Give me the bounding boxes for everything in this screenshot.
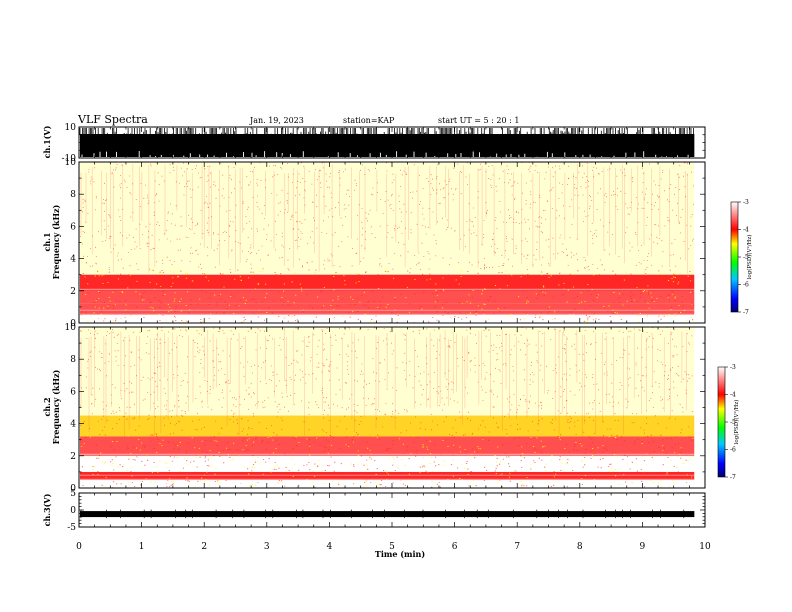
spectrogram-band [80,436,695,456]
start-ut-label: start UT = 5 : 20 : 1 [438,116,519,125]
spectrogram-streaks [80,164,688,274]
y-tick-label: 2 [70,287,76,297]
x-tick-label: 8 [577,542,583,552]
y-tick-label: -5 [67,523,76,533]
y-tick-label: 8 [70,190,76,200]
ch2-colorbar-label: log(PSD)(V²/Hz) [733,400,740,445]
ch1-colorbar: -3 -4 -5 -6 -7 log(PSD)(V²/Hz) [730,199,753,316]
ch2-spectrogram-panel: 0 2 4 6 8 10 ch.2 Frequency (kHz) -3 -4 -5 -6 -7 … [42,323,740,494]
y-tick-label: 2 [70,452,76,462]
x-tick-label: 2 [201,542,207,552]
ch2-spectrogram-ylabel-line1: ch.2 [42,397,52,416]
x-tick-label: 9 [640,542,646,552]
time-axis: 0 1 2 3 4 5 6 7 8 9 10 [76,542,711,552]
y-tick-label: 10 [65,323,77,333]
x-tick-label: 6 [452,542,458,552]
time-axis-label: Time (min) [375,549,425,559]
colorbar-tick-label: -5 [730,419,736,426]
y-tick-label: 10 [65,158,77,168]
x-tick-label: 0 [76,542,82,552]
x-tick-label: 3 [264,542,270,552]
ch2-spectrogram-image [80,326,705,489]
spectrogram-nodata [694,327,705,488]
y-tick-label: 4 [70,420,76,430]
y-tick-label: 5 [70,489,76,499]
y-tick-label: 4 [70,255,76,265]
ch3-signal-spikes [80,509,685,519]
colorbar-tick-label: -3 [730,364,736,371]
date-label: Jan. 19, 2023 [249,116,304,125]
ch1-signal-fill [80,134,695,157]
colorbar-tick-label: -6 [730,447,736,454]
ch1-signal-gaps [81,151,689,157]
y-tick-label: 6 [70,387,76,397]
ch1-spectrogram-panel: 0 2 4 6 8 10 ch.1 Frequency (kHz) -3 -4 -5 -6 -7 … [42,158,753,329]
colorbar-tick-label: -4 [730,392,736,399]
spectrogram-speckle [80,326,693,489]
ch3-voltage-panel: -5 0 5 ch.3(V) [42,489,706,533]
y-tick-label: 6 [70,222,76,232]
figure-title: VLF Spectra [77,113,148,126]
x-tick-label: 10 [699,542,711,552]
ch1-voltage-panel: -10 10 ch.1(V) [42,123,706,164]
x-tick-label: 1 [139,542,145,552]
y-tick-label: -10 [62,154,77,164]
ch3-voltage-ylabel: ch.3(V) [42,493,52,526]
ch1-colorbar-scale [730,201,739,313]
x-tick-label: 4 [327,542,333,552]
x-tick-label: 5 [389,542,395,552]
y-tick-label: 0 [70,319,76,329]
spectrogram-speckle [81,434,695,489]
ch2-spectrogram-ylabel-line2: Frequency (kHz) [51,369,61,444]
spectrogram-band [80,471,695,480]
ch2-colorbar: -3 -4 -5 -6 -7 log(PSD)(V²/Hz) [717,364,740,481]
y-tick-label: 10 [65,123,77,133]
ch3-voltage-frame [78,492,706,528]
ch1-spectrogram-image [80,161,705,324]
ch1-spectrogram-ylabel-line1: ch.1 [42,232,52,251]
y-tick-label: 0 [70,484,76,494]
ch2-colorbar-scale [717,366,726,478]
spectrogram-band [80,303,695,315]
ch1-colorbar-label: log(PSD)(V²/Hz) [746,235,753,280]
ch1-spectrogram-ylabel-line2: Frequency (kHz) [51,204,61,279]
spectrogram-band [80,274,695,291]
spectrogram-nodata [694,162,705,323]
spectrogram-streaks [80,329,687,440]
colorbar-tick-label: -4 [743,227,749,234]
colorbar-tick-label: -5 [743,254,749,261]
ch1-voltage-trace [79,128,695,157]
spectrogram-band [80,415,695,437]
spectrogram-band [80,327,695,416]
y-tick-label: 0 [70,506,76,516]
x-tick-label: 7 [514,542,520,552]
colorbar-tick-label: -7 [730,474,736,481]
colorbar-tick-label: -7 [743,309,749,316]
spectrogram-speckle [82,269,694,324]
spectrogram-band [80,455,695,472]
ch3-signal-band [80,511,695,518]
colorbar-tick-label: -3 [743,199,749,206]
y-tick-label: 8 [70,355,76,365]
spectrogram-band [80,290,695,304]
ch1-signal-spikes [79,128,694,135]
station-label: station=KAP [343,116,395,125]
ch3-voltage-trace [80,509,695,519]
ch1-voltage-ylabel: ch.1(V) [42,125,52,158]
colorbar-tick-label: -6 [743,282,749,289]
spectrogram-band [80,162,695,275]
